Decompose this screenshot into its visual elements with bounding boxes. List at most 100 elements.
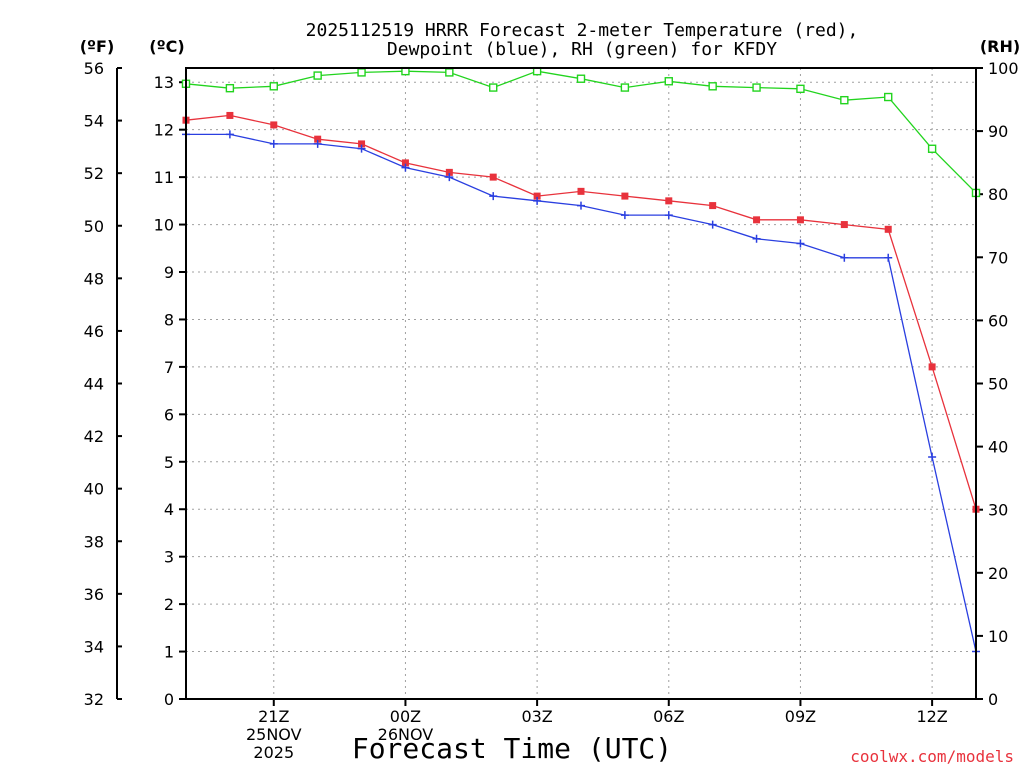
celsius-tick-label: 10 (154, 216, 174, 235)
fahrenheit-tick-label: 50 (84, 217, 104, 236)
fahrenheit-tick-label: 44 (84, 375, 104, 394)
fahrenheit-tick-label: 32 (84, 690, 104, 709)
rh-tick-label: 70 (988, 248, 1008, 267)
dewpoint-point (928, 453, 937, 462)
temperature-point (796, 216, 804, 224)
celsius-tick-label: 11 (154, 168, 174, 187)
fahrenheit-tick-label: 54 (84, 112, 104, 131)
dewpoint-point (401, 163, 410, 172)
x-tick-label: 26NOV (378, 725, 434, 744)
x-tick-label: 25NOV (246, 725, 302, 744)
rh-point (664, 77, 673, 86)
dewpoint-point (664, 211, 673, 220)
dewpoint-point (533, 196, 542, 205)
x-tick-label: 09Z (785, 707, 816, 726)
x-tick-label: 2025 (253, 743, 294, 762)
temperature-point (753, 216, 761, 224)
fahrenheit-tick-label: 48 (84, 269, 104, 288)
celsius-tick-label: 0 (164, 690, 174, 709)
rh-unit-label: (RH) (980, 37, 1020, 56)
celsius-tick-label: 5 (164, 453, 174, 472)
rh-point (269, 82, 278, 91)
dewpoint-point (620, 211, 629, 220)
rh-tick-label: 30 (988, 501, 1008, 520)
dewpoint-point (752, 234, 761, 243)
x-axis-label: Forecast Time (UTC) (352, 732, 672, 765)
dewpoint-point (884, 253, 893, 262)
axes: 5654525048464442403836343213121110987654… (84, 59, 1019, 762)
celsius-tick-label: 2 (164, 595, 174, 614)
rh-point (313, 71, 322, 80)
dewpoint-point (708, 220, 717, 229)
fahrenheit-tick-label: 56 (84, 59, 104, 78)
rh-point (357, 68, 366, 77)
fahrenheit-unit-label: (ºF) (80, 37, 115, 56)
fahrenheit-tick-label: 40 (84, 480, 104, 499)
rh-point (840, 95, 849, 105)
rh-point (225, 83, 235, 93)
temperature-point (709, 202, 717, 210)
rh-tick-label: 90 (988, 122, 1008, 141)
credit-text: coolwx.com/models (850, 747, 1014, 766)
x-tick-label: 00Z (390, 707, 421, 726)
temperature-point (358, 140, 366, 148)
celsius-tick-label: 9 (164, 263, 174, 282)
fahrenheit-tick-label: 46 (84, 322, 104, 341)
fahrenheit-tick-label: 38 (84, 532, 104, 551)
rh-tick-label: 100 (988, 59, 1019, 78)
rh-point (445, 68, 454, 77)
rh-tick-label: 40 (988, 438, 1008, 457)
celsius-tick-label: 13 (154, 73, 174, 92)
celsius-tick-label: 8 (164, 310, 174, 329)
dewpoint-line (186, 133, 977, 652)
celsius-tick-label: 4 (164, 500, 174, 519)
dewpoint-point (489, 192, 498, 201)
rh-point (620, 83, 630, 92)
temperature-line (185, 114, 977, 510)
fahrenheit-tick-label: 42 (84, 427, 104, 446)
chart-title-line-2: Dewpoint (blue), RH (green) for KFDY (387, 39, 777, 60)
fahrenheit-tick-label: 52 (84, 164, 104, 183)
dewpoint-point (225, 130, 234, 139)
temperature-point (445, 168, 453, 176)
celsius-tick-label: 7 (164, 358, 174, 377)
celsius-tick-label: 6 (164, 405, 174, 424)
x-tick-label: 21Z (258, 707, 289, 726)
temperature-point (928, 363, 936, 371)
temperature-point (621, 192, 629, 200)
x-tick-label: 12Z (916, 707, 947, 726)
rh-point (927, 144, 937, 153)
rh-point (576, 74, 586, 83)
data-series (181, 66, 981, 656)
rh-tick-label: 80 (988, 185, 1008, 204)
dewpoint-point (445, 173, 454, 182)
rh-line (185, 70, 977, 194)
x-tick-label: 03Z (521, 707, 552, 726)
rh-point (708, 82, 717, 91)
temperature-point (270, 121, 278, 129)
rh-tick-label: 20 (988, 564, 1008, 583)
temperature-point (489, 173, 497, 181)
plot-frame (185, 67, 977, 700)
dewpoint-point (840, 253, 849, 262)
celsius-unit-label: (ºC) (149, 37, 184, 56)
rh-point (796, 84, 805, 94)
celsius-tick-label: 12 (154, 121, 174, 140)
fahrenheit-tick-label: 36 (84, 585, 104, 604)
dewpoint-point (577, 201, 585, 210)
rh-tick-label: 50 (988, 375, 1008, 394)
rh-point (489, 83, 498, 92)
temperature-point (226, 111, 234, 119)
temperature-point (401, 159, 409, 167)
celsius-tick-label: 1 (164, 643, 174, 662)
dewpoint-point (357, 144, 366, 153)
temperature-point (577, 187, 585, 195)
celsius-tick-label: 3 (164, 548, 174, 567)
grid-lines (186, 68, 976, 699)
temperature-point (665, 197, 673, 205)
rh-tick-label: 10 (988, 627, 1008, 646)
dewpoint-point (796, 239, 805, 248)
temperature-point (840, 221, 848, 229)
temperature-point (314, 135, 322, 143)
temperature-point (884, 225, 892, 233)
